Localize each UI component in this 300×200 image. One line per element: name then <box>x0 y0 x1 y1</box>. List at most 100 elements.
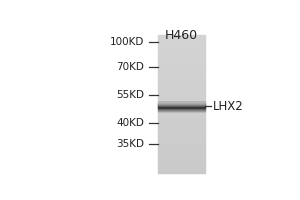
Bar <box>158 51 205 52</box>
Bar <box>158 72 205 73</box>
Bar <box>158 83 205 84</box>
Bar <box>158 155 205 156</box>
Bar <box>158 71 205 72</box>
Bar <box>158 98 205 99</box>
Bar <box>158 146 205 147</box>
Bar <box>158 42 205 43</box>
Bar <box>158 135 205 136</box>
Bar <box>158 102 205 103</box>
Bar <box>158 67 205 68</box>
Bar <box>158 113 205 114</box>
Bar <box>158 145 205 146</box>
Bar <box>158 151 205 153</box>
Bar <box>158 132 205 133</box>
Bar <box>158 112 205 113</box>
Bar <box>158 171 205 172</box>
Bar <box>158 75 205 76</box>
Bar <box>158 47 205 49</box>
Bar <box>158 90 205 91</box>
Bar <box>158 97 205 98</box>
Bar <box>158 57 205 58</box>
Bar <box>158 166 205 168</box>
Text: H460: H460 <box>165 29 198 42</box>
Bar <box>158 116 205 117</box>
Bar <box>158 169 205 170</box>
Bar <box>158 106 205 108</box>
Bar <box>158 69 205 71</box>
Bar <box>158 58 205 59</box>
Bar <box>158 104 205 105</box>
Bar <box>158 89 205 90</box>
Bar <box>158 147 205 148</box>
Bar <box>158 81 205 82</box>
Bar <box>158 139 205 140</box>
Text: LHX2: LHX2 <box>213 100 244 113</box>
Bar <box>158 60 205 61</box>
Bar <box>158 153 205 154</box>
Bar <box>158 124 205 125</box>
Bar <box>158 101 205 102</box>
Bar <box>158 143 205 145</box>
Bar <box>158 156 205 157</box>
Bar <box>158 150 205 151</box>
Bar <box>158 87 205 88</box>
Bar <box>158 76 205 78</box>
Bar <box>158 46 205 47</box>
Bar <box>158 103 205 104</box>
Bar <box>158 111 205 112</box>
Bar <box>158 149 205 150</box>
Bar <box>158 172 205 173</box>
Bar <box>158 120 205 121</box>
Text: 55KD: 55KD <box>116 90 145 100</box>
Bar <box>158 168 205 169</box>
Bar <box>158 125 205 126</box>
Bar <box>158 53 205 54</box>
Bar <box>158 45 205 46</box>
Bar <box>158 114 205 116</box>
Bar <box>158 78 205 79</box>
Bar <box>158 88 205 89</box>
Bar <box>158 138 205 139</box>
Bar <box>158 160 205 161</box>
Bar <box>158 95 205 96</box>
Bar <box>158 54 205 56</box>
Bar <box>158 39 205 41</box>
Bar <box>158 64 205 65</box>
Bar <box>158 158 205 160</box>
Bar <box>158 121 205 123</box>
Bar <box>158 96 205 97</box>
Bar <box>158 91 205 93</box>
Bar <box>158 108 205 109</box>
Bar <box>158 165 205 166</box>
Bar <box>158 118 205 119</box>
Bar <box>158 117 205 118</box>
Bar <box>158 50 205 51</box>
Bar <box>158 38 205 39</box>
Bar <box>158 170 205 171</box>
Bar <box>158 52 205 53</box>
Bar <box>158 105 205 106</box>
Bar <box>158 110 205 111</box>
Text: 35KD: 35KD <box>116 139 145 149</box>
Bar <box>158 86 205 87</box>
Bar <box>158 84 205 86</box>
Bar <box>158 80 205 81</box>
Bar <box>158 164 205 165</box>
Bar <box>158 109 205 110</box>
Bar <box>158 136 205 138</box>
Bar <box>158 99 205 101</box>
Bar <box>158 126 205 127</box>
Text: 100KD: 100KD <box>110 37 145 47</box>
Bar <box>158 43 205 44</box>
Bar <box>158 142 205 143</box>
Text: 40KD: 40KD <box>117 118 145 128</box>
Bar <box>158 35 205 36</box>
Bar <box>158 154 205 155</box>
Bar <box>158 163 205 164</box>
Bar <box>158 157 205 158</box>
Bar <box>158 134 205 135</box>
Bar <box>158 119 205 120</box>
Bar <box>158 141 205 142</box>
Bar <box>158 123 205 124</box>
Bar <box>158 61 205 62</box>
